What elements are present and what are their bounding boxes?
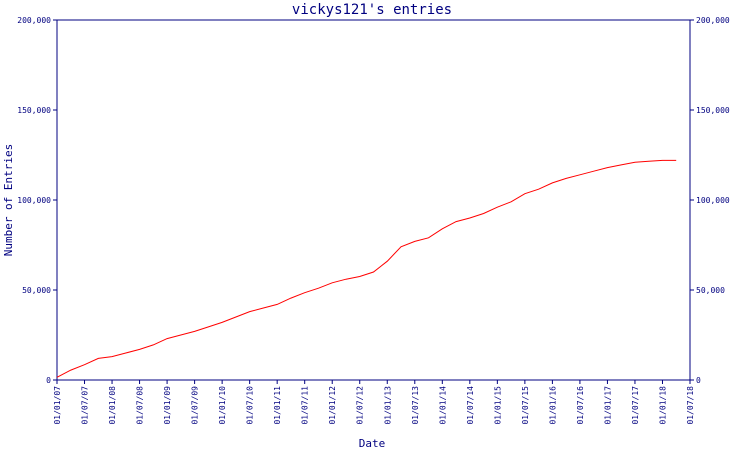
x-tick-label: 01/07/16	[576, 386, 585, 425]
x-tick-label: 01/07/09	[191, 386, 200, 425]
x-tick-label: 01/01/10	[218, 386, 227, 425]
left-y-tick-label: 100,000	[17, 196, 51, 205]
x-tick-label: 01/01/11	[273, 386, 282, 425]
left-y-tick-label: 150,000	[17, 106, 51, 115]
x-tick-label: 01/01/07	[53, 386, 62, 425]
left-y-tick-label: 0	[46, 376, 51, 385]
x-ticks: 01/01/07 01/07/07 01/01/08 01/07/08 01/01/09…	[53, 380, 695, 425]
x-tick-label: 01/07/08	[136, 386, 145, 425]
x-tick-label: 01/01/12	[328, 386, 337, 425]
x-tick-label: 01/07/07	[81, 386, 90, 425]
x-tick-label: 01/01/16	[548, 386, 557, 425]
x-tick-label: 01/07/14	[466, 386, 475, 425]
x-tick-label: 01/01/09	[163, 386, 172, 425]
chart-title: vickys121's entries	[292, 2, 452, 18]
x-tick-label: 01/01/08	[108, 386, 117, 425]
left-y-ticks: 0 50,000 100,000 150,000 200,000	[17, 16, 57, 385]
x-tick-label: 01/07/13	[411, 386, 420, 425]
y-axis-label: Number of Entries	[2, 144, 15, 257]
x-tick-label: 01/07/15	[521, 386, 530, 425]
x-tick-label: 01/01/18	[658, 386, 667, 425]
right-y-tick-label: 200,000	[696, 16, 730, 25]
axes	[56, 19, 691, 381]
x-tick-label: 01/07/17	[631, 386, 640, 425]
x-tick-label: 01/07/18	[686, 386, 695, 425]
x-tick-label: 01/07/12	[356, 386, 365, 425]
x-tick-label: 01/01/17	[603, 386, 612, 425]
left-y-tick-label: 200,000	[17, 16, 51, 25]
x-tick-label: 01/07/11	[301, 386, 310, 425]
right-y-tick-label: 150,000	[696, 106, 730, 115]
x-tick-label: 01/01/14	[438, 386, 447, 425]
left-y-tick-label: 50,000	[22, 286, 51, 295]
right-y-ticks: 0 50,000 100,000 150,000 200,000	[690, 16, 730, 385]
right-y-tick-label: 100,000	[696, 196, 730, 205]
x-tick-label: 01/01/13	[383, 386, 392, 425]
right-y-tick-label: 0	[696, 376, 701, 385]
series-layer	[56, 159, 677, 378]
x-tick-label: 01/07/10	[246, 386, 255, 425]
series-line	[56, 159, 677, 378]
x-axis-label: Date	[359, 437, 386, 450]
right-y-tick-label: 50,000	[696, 286, 725, 295]
x-tick-label: 01/01/15	[493, 386, 502, 425]
